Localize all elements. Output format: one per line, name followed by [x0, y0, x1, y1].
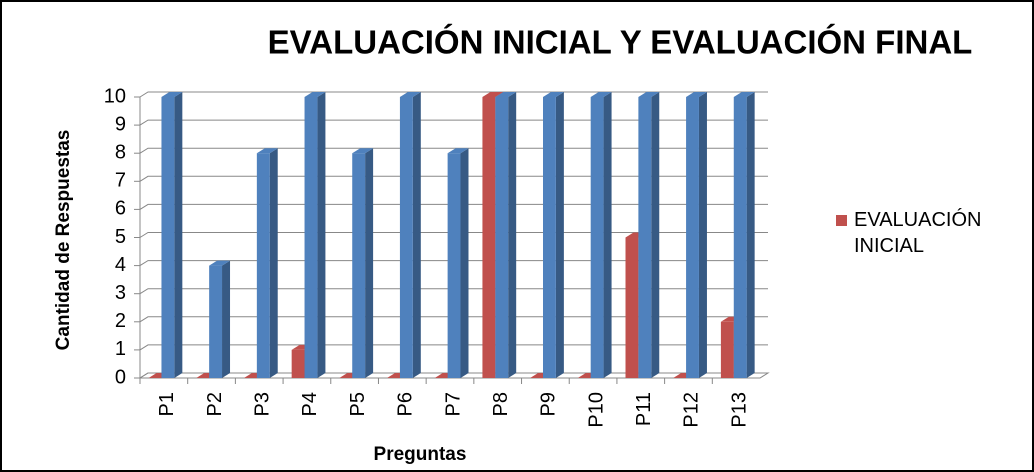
x-tick-label: P1	[156, 392, 178, 416]
bar-top	[304, 92, 326, 97]
bar-front	[625, 237, 639, 378]
legend-item: EVALUACIÓN INICIAL	[836, 207, 1006, 259]
bar-side	[603, 92, 612, 378]
bar	[447, 148, 469, 378]
bar-front	[291, 349, 305, 378]
bar-front	[447, 153, 461, 378]
bar-side	[746, 92, 755, 378]
x-tick-label: P5	[347, 392, 369, 416]
bar-front	[686, 97, 699, 378]
bar-side	[412, 92, 421, 378]
y-tick-label: 9	[115, 113, 126, 135]
bar	[543, 92, 564, 378]
bar-top	[543, 92, 564, 97]
y-tick-label: 3	[115, 282, 126, 304]
bar-top	[256, 148, 278, 154]
bar	[209, 260, 231, 378]
bar-top	[590, 92, 612, 97]
chart-title: EVALUACIÓN INICIAL Y EVALUACIÓN FINAL	[268, 24, 973, 61]
bar-front	[161, 97, 175, 378]
bar	[495, 92, 517, 378]
bar-side	[555, 92, 564, 378]
x-tick-label: P9	[538, 392, 560, 416]
bar	[256, 148, 278, 378]
y-tick-label: 1	[115, 338, 126, 360]
bar	[590, 92, 612, 378]
bar-front	[733, 97, 747, 378]
y-tick-label: 7	[115, 170, 126, 192]
bar-front	[304, 97, 318, 378]
bar-top	[447, 148, 469, 154]
legend: EVALUACIÓN INICIAL	[836, 207, 1006, 259]
x-tick-label: P12	[681, 392, 703, 428]
bar-front	[495, 97, 509, 378]
bar	[352, 148, 374, 378]
x-tick-label: P7	[442, 392, 464, 416]
x-tick-label: P2	[204, 392, 226, 416]
bar-front	[482, 97, 496, 378]
bar-side	[317, 92, 326, 378]
x-tick-label: P10	[585, 392, 607, 428]
y-tick-label: 10	[104, 85, 126, 107]
legend-label: EVALUACIÓN INICIAL	[854, 209, 982, 257]
legend-swatch	[836, 215, 847, 226]
y-tick-label: 4	[115, 254, 126, 276]
y-tick-label: 6	[115, 198, 126, 220]
bar-front	[209, 265, 223, 378]
bar-side	[651, 92, 660, 378]
bar-side	[174, 92, 183, 378]
bar-side	[365, 148, 374, 378]
bar-front	[399, 97, 413, 378]
bar-side	[222, 260, 231, 378]
x-tick-label: P6	[395, 392, 417, 416]
bar	[638, 92, 660, 378]
bar-front	[720, 321, 734, 378]
bar-top	[161, 92, 183, 97]
bar-side	[269, 148, 278, 378]
bar-side	[698, 92, 707, 378]
bar	[733, 92, 755, 378]
x-tick-label: P13	[728, 392, 750, 428]
bar	[399, 92, 421, 378]
x-tick-label: P3	[252, 392, 274, 416]
bar-top	[209, 260, 231, 266]
bar-side	[508, 92, 517, 378]
y-tick-label: 8	[115, 141, 126, 163]
bar-top	[495, 92, 517, 97]
y-axis-label: Cantidad de Respuestas	[53, 130, 74, 351]
bar-top	[686, 92, 707, 97]
bar	[161, 92, 183, 378]
bar	[686, 92, 707, 378]
bar-front	[352, 153, 366, 378]
bar-top	[352, 148, 374, 154]
bar-front	[256, 153, 270, 378]
bar-top	[733, 92, 755, 97]
y-tick-label: 2	[115, 310, 126, 332]
bar-side	[460, 148, 469, 378]
bar-front	[543, 97, 556, 378]
bar-front	[638, 97, 652, 378]
bar-front	[590, 97, 604, 378]
bar-top	[399, 92, 421, 97]
x-axis-label: Preguntas	[374, 444, 467, 465]
y-tick-label: 0	[115, 366, 126, 388]
x-tick-label: P8	[490, 392, 512, 416]
x-tick-label: P11	[633, 392, 655, 426]
y-tick-label: 5	[115, 226, 126, 248]
bar	[304, 92, 326, 378]
bar-top	[638, 92, 660, 97]
bar-top	[482, 92, 504, 97]
x-tick-label: P4	[299, 392, 321, 416]
